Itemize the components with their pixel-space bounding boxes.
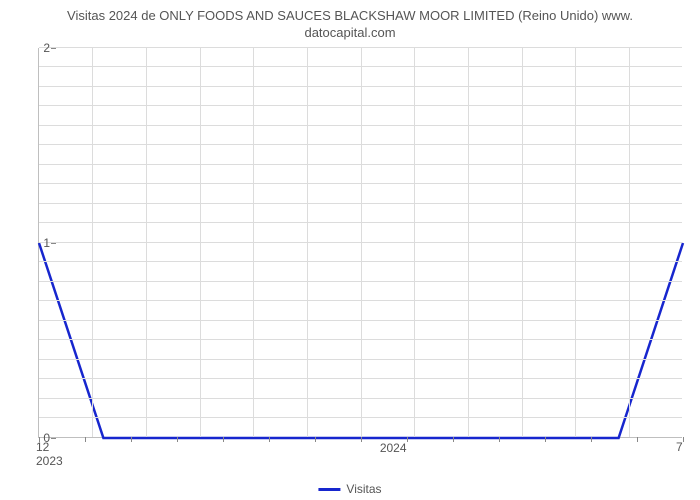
gridline-vertical [468,48,469,437]
x-axis-left-bottom-label: 2023 [36,454,63,468]
legend-label: Visitas [346,482,381,496]
x-minor-tick [223,437,224,442]
y-tick-label: 0 [32,431,50,445]
gridline-vertical [575,48,576,437]
y-tick-label: 1 [32,236,50,250]
gridline-vertical [253,48,254,437]
x-minor-tick [683,437,684,442]
x-minor-tick [315,437,316,442]
x-minor-tick [269,437,270,442]
chart-area: 2024 [38,48,682,438]
x-minor-tick [85,437,86,442]
x-minor-tick [407,437,408,442]
legend-swatch [318,488,340,491]
x-axis-right-label: 7 [676,440,683,454]
x-tick-label: 2024 [380,441,407,455]
x-minor-tick [545,437,546,442]
y-tick-label: 2 [32,41,50,55]
gridline-vertical [361,48,362,437]
gridline-vertical [307,48,308,437]
x-minor-tick [499,437,500,442]
title-line-2: datocapital.com [304,25,395,40]
x-minor-tick [177,437,178,442]
x-minor-tick [591,437,592,442]
gridline-vertical [414,48,415,437]
x-minor-tick [453,437,454,442]
gridline-vertical [629,48,630,437]
x-minor-tick [131,437,132,442]
x-minor-tick [637,437,638,442]
chart-title: Visitas 2024 de ONLY FOODS AND SAUCES BL… [0,0,700,48]
gridline-vertical [200,48,201,437]
gridline-vertical [522,48,523,437]
chart-legend: Visitas [318,482,381,496]
gridline-vertical [146,48,147,437]
plot-area: 2024 [38,48,682,438]
gridline-vertical [92,48,93,437]
x-minor-tick [361,437,362,442]
title-line-1: Visitas 2024 de ONLY FOODS AND SAUCES BL… [67,8,633,23]
